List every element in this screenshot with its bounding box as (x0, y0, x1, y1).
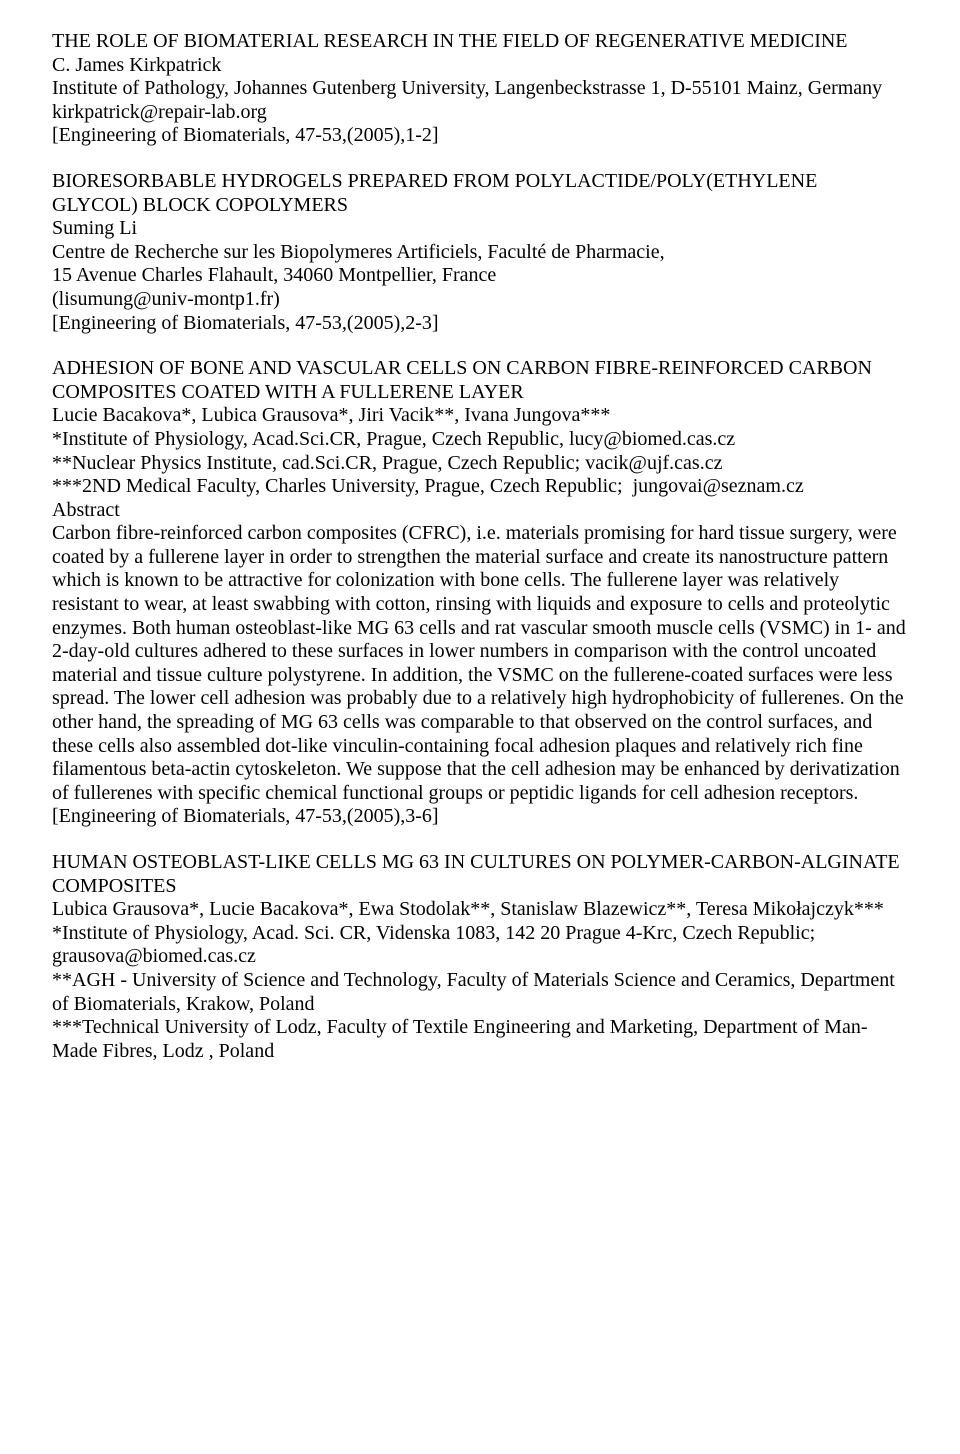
abstract-entry-4: HUMAN OSTEOBLAST-LIKE CELLS MG 63 IN CUL… (52, 851, 908, 1063)
abstract-entry-2: BIORESORBABLE HYDROGELS PREPARED FROM PO… (52, 170, 908, 335)
abstract-entry-3: ADHESION OF BONE AND VASCULAR CELLS ON C… (52, 357, 908, 829)
abstract-entry-1: THE ROLE OF BIOMATERIAL RESEARCH IN THE … (52, 30, 908, 148)
